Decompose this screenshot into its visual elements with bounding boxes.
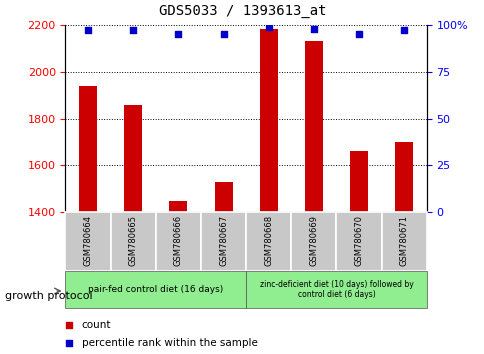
Bar <box>245 271 426 308</box>
Bar <box>394 142 412 212</box>
Bar <box>79 86 97 212</box>
Point <box>84 28 92 33</box>
Bar <box>169 201 187 212</box>
Text: GSM780666: GSM780666 <box>174 215 182 267</box>
Bar <box>124 104 142 212</box>
Point <box>309 26 317 32</box>
Point <box>274 259 282 265</box>
Point <box>354 31 362 37</box>
Text: count: count <box>82 320 111 330</box>
Bar <box>304 41 322 212</box>
Point <box>219 31 227 37</box>
Text: GSM780664: GSM780664 <box>83 215 92 266</box>
Bar <box>381 212 426 271</box>
Text: zinc-deficient diet (10 days) followed by
control diet (6 days): zinc-deficient diet (10 days) followed b… <box>259 280 412 299</box>
Bar <box>155 212 200 271</box>
Bar <box>110 212 155 271</box>
Bar <box>200 212 245 271</box>
Bar <box>65 271 245 308</box>
Text: GSM780665: GSM780665 <box>128 215 137 266</box>
Text: pair-fed control diet (16 days): pair-fed control diet (16 days) <box>88 285 223 294</box>
Text: GSM780669: GSM780669 <box>309 215 318 266</box>
Bar <box>336 212 381 271</box>
Text: growth protocol: growth protocol <box>5 291 92 301</box>
Text: GDS5033 / 1393613_at: GDS5033 / 1393613_at <box>158 4 326 18</box>
Point <box>174 31 182 37</box>
Text: GSM780668: GSM780668 <box>264 215 272 267</box>
Bar <box>214 182 232 212</box>
Bar <box>245 212 291 271</box>
Bar <box>259 29 277 212</box>
Text: GSM780671: GSM780671 <box>399 215 408 266</box>
Bar <box>65 212 110 271</box>
Point <box>399 28 407 33</box>
Point <box>274 98 282 104</box>
Point <box>129 28 137 33</box>
Text: percentile rank within the sample: percentile rank within the sample <box>82 338 257 348</box>
Bar <box>291 212 336 271</box>
Point <box>264 24 272 29</box>
Text: GSM780670: GSM780670 <box>354 215 363 266</box>
Text: GSM780667: GSM780667 <box>219 215 227 267</box>
Bar <box>349 152 367 212</box>
